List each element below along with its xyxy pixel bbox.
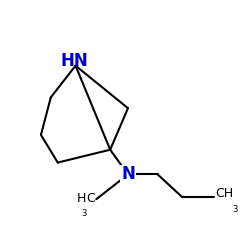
Text: C: C [87, 192, 96, 205]
Text: 3: 3 [232, 204, 238, 214]
Text: HN: HN [61, 52, 88, 70]
Text: CH: CH [215, 187, 233, 200]
Text: N: N [121, 166, 135, 184]
Text: H: H [77, 192, 86, 205]
Text: 3: 3 [81, 209, 86, 218]
